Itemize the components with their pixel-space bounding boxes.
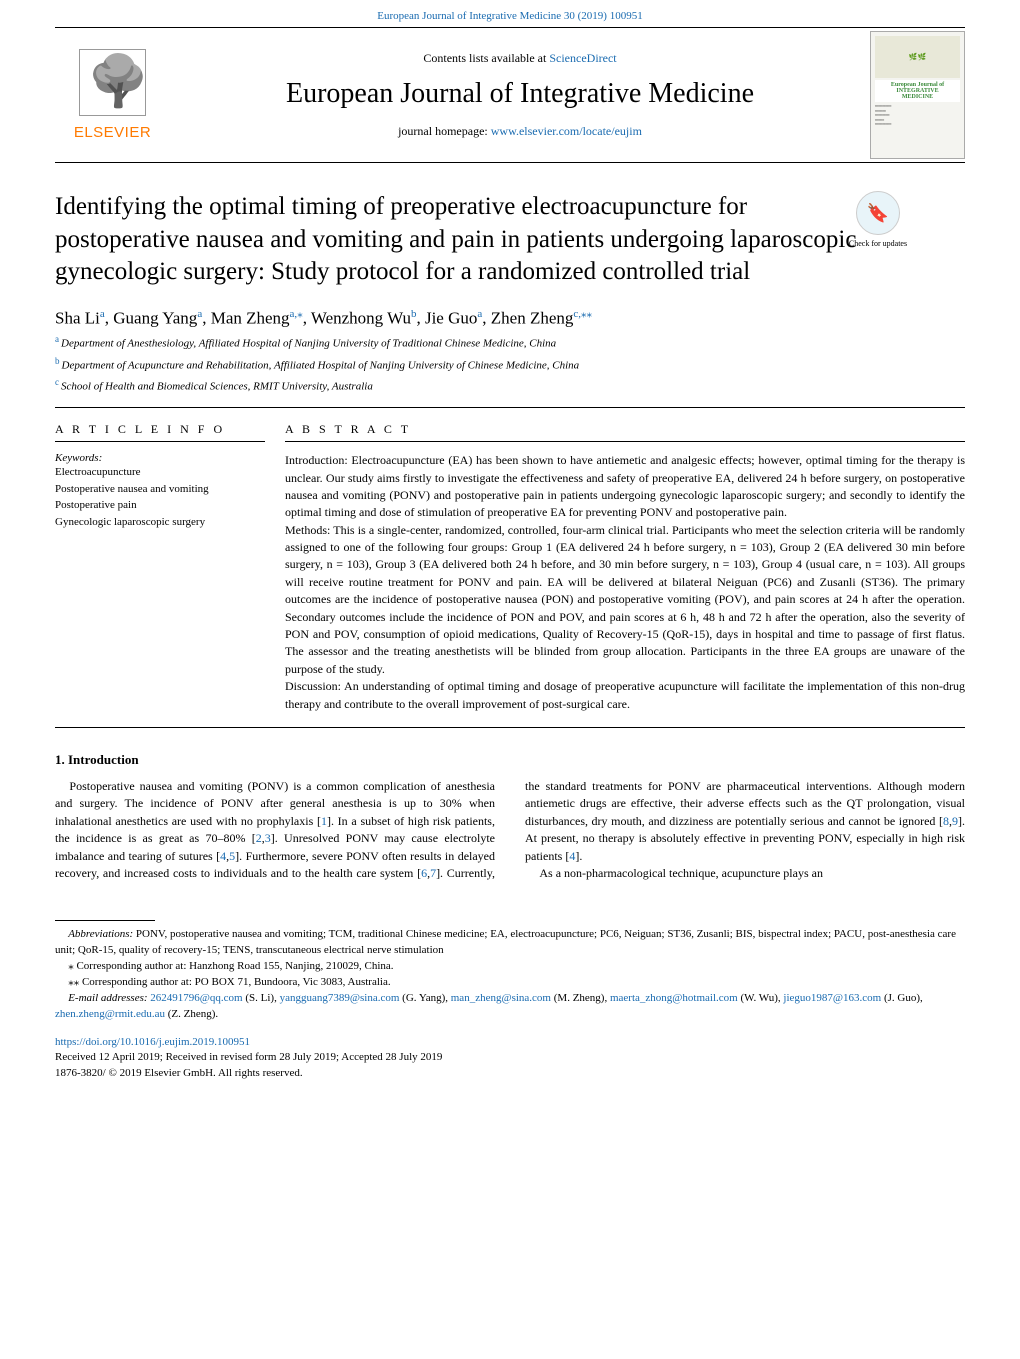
authors-list: Sha Lia, Guang Yanga, Man Zhenga,⁎, Wenz… xyxy=(55,307,965,329)
affiliation-b: bDepartment of Acupuncture and Rehabilit… xyxy=(55,356,965,372)
keywords-list: Electroacupuncture Postoperative nausea … xyxy=(55,464,265,530)
publisher-logo: ELSEVIER xyxy=(55,49,170,141)
crossmark-icon: 🔖 xyxy=(856,191,900,235)
divider xyxy=(55,727,965,728)
journal-reference: European Journal of Integrative Medicine… xyxy=(0,0,1020,24)
check-updates-button[interactable]: 🔖 Check for updates xyxy=(846,191,910,248)
journal-cover-thumbnail: 🌿🌿 European Journal ofINTEGRATIVEMEDICIN… xyxy=(870,31,965,159)
affiliation-a: aDepartment of Anesthesiology, Affiliate… xyxy=(55,334,965,350)
email-link[interactable]: man_zheng@sina.com xyxy=(451,992,551,1004)
journal-title: European Journal of Integrative Medicine xyxy=(170,78,870,110)
section-head-intro: 1. Introduction xyxy=(55,752,965,768)
doi-block: https://doi.org/10.1016/j.eujim.2019.100… xyxy=(55,1035,965,1081)
footnotes: Abbreviations: PONV, postoperative nause… xyxy=(55,927,965,1023)
article-info-column: A R T I C L E I N F O Keywords: Electroa… xyxy=(55,408,285,713)
body-text: Postoperative nausea and vomiting (PONV)… xyxy=(55,778,965,882)
article-title: Identifying the optimal timing of preope… xyxy=(55,191,965,289)
abstract-body: Introduction: Electroacupuncture (EA) ha… xyxy=(285,452,965,713)
email-link[interactable]: yangguang7389@sina.com xyxy=(280,992,400,1004)
publisher-name: ELSEVIER xyxy=(74,124,151,141)
abstract-head: A B S T R A C T xyxy=(285,422,965,442)
keywords-label: Keywords: xyxy=(55,452,265,464)
affiliation-c: cSchool of Health and Biomedical Science… xyxy=(55,377,965,393)
journal-header: ELSEVIER Contents lists available at Sci… xyxy=(55,27,965,163)
doi-link[interactable]: https://doi.org/10.1016/j.eujim.2019.100… xyxy=(55,1035,965,1050)
email-link[interactable]: maerta_zhong@hotmail.com xyxy=(610,992,738,1004)
email-link[interactable]: zhen.zheng@rmit.edu.au xyxy=(55,1008,165,1020)
journal-homepage-link[interactable]: journal homepage: www.elsevier.com/locat… xyxy=(170,124,870,139)
contents-link[interactable]: Contents lists available at ScienceDirec… xyxy=(170,51,870,66)
abstract-column: A B S T R A C T Introduction: Electroacu… xyxy=(285,408,965,713)
email-link[interactable]: 262491796@qq.com xyxy=(150,992,242,1004)
email-link[interactable]: jieguo1987@163.com xyxy=(783,992,881,1004)
elsevier-tree-icon xyxy=(79,49,146,116)
footnote-divider xyxy=(55,920,155,921)
article-info-head: A R T I C L E I N F O xyxy=(55,422,265,442)
